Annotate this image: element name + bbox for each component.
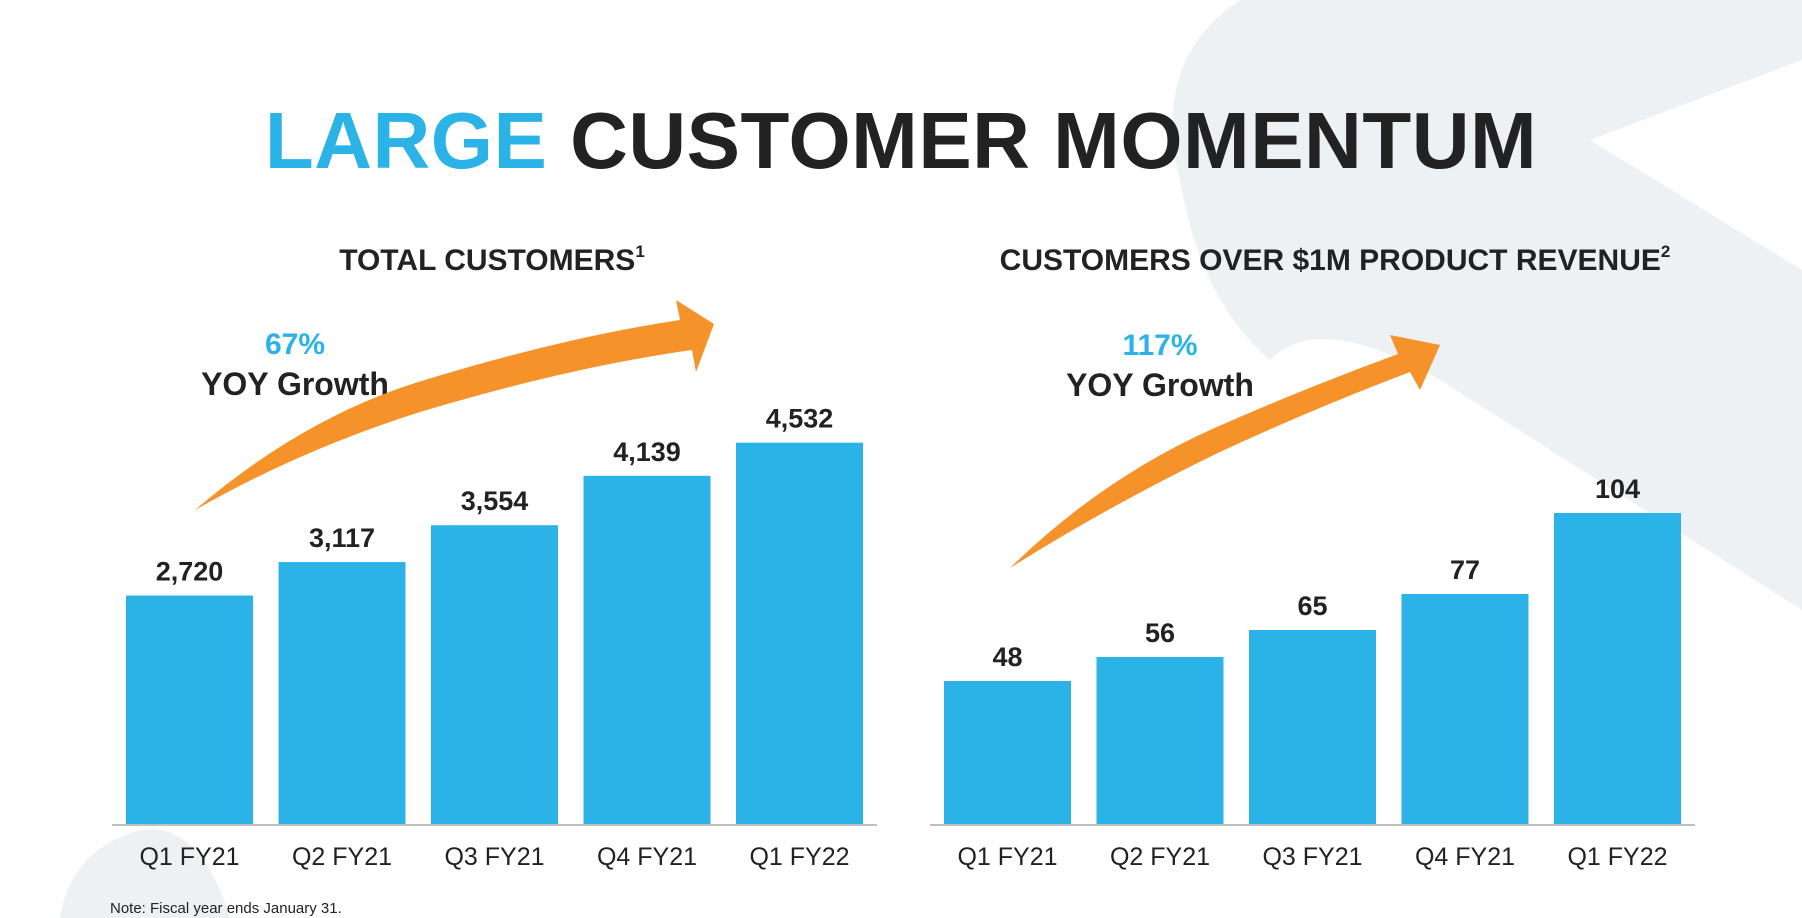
chart-title-text: CUSTOMERS OVER $1M PRODUCT REVENUE <box>999 244 1661 277</box>
growth-percent: 117% <box>1122 329 1198 362</box>
growth-label: YOY Growth <box>201 366 389 402</box>
background-chevron-shape <box>1172 0 1802 610</box>
bar-value-label: 4,139 <box>613 437 681 467</box>
bar-value-label: 4,532 <box>766 404 834 434</box>
x-tick-label: Q4 FY21 <box>1415 843 1515 871</box>
bar-value-label: 104 <box>1595 474 1640 504</box>
x-tick-label: Q3 FY21 <box>444 843 544 871</box>
bar-q2-fy21 <box>1096 657 1224 825</box>
footnote: Note: Fiscal year ends January 31. <box>110 900 342 917</box>
page-title: LARGE CUSTOMER MOMENTUM <box>0 95 1802 187</box>
x-tick-label: Q1 FY22 <box>749 843 849 871</box>
bar-chart-total-customers: 2,720 Q1 FY21 3,117 Q2 FY21 3,554 Q3 FY21 4,13… <box>112 300 877 871</box>
bar-value-label: 56 <box>1145 618 1175 648</box>
growth-percent: 67% <box>264 328 326 361</box>
bar-q1-fy22 <box>1554 513 1681 825</box>
chart-title-text: TOTAL CUSTOMERS <box>339 244 636 277</box>
bar-q3-fy21 <box>431 525 558 825</box>
chart-title-total-customers: TOTAL CUSTOMERS1 <box>112 242 872 278</box>
page-title-rest: CUSTOMER MOMENTUM <box>570 96 1538 185</box>
x-tick-label: Q2 FY21 <box>1110 843 1210 871</box>
x-tick-label: Q2 FY21 <box>292 843 392 871</box>
growth-callout-1m: 117% YOY Growth <box>1060 327 1260 405</box>
growth-callout-total: 67% YOY Growth <box>195 326 395 404</box>
growth-arrow-icon <box>195 300 714 510</box>
bar-q4-fy21 <box>583 475 711 825</box>
bar-q1-fy21 <box>944 681 1071 825</box>
x-tick-label: Q4 FY21 <box>597 843 697 871</box>
bar-value-label: 65 <box>1297 591 1327 621</box>
bar-value-label: 48 <box>992 642 1022 672</box>
growth-label: YOY Growth <box>1066 367 1254 403</box>
page-title-accent: LARGE <box>264 96 548 185</box>
x-tick-label: Q1 FY22 <box>1567 843 1667 871</box>
footnote-mark: 2 <box>1660 242 1671 261</box>
bar-q4-fy21 <box>1401 594 1529 825</box>
bar-value-label: 2,720 <box>156 557 224 587</box>
growth-arrow-icon <box>1010 335 1440 568</box>
bar-q2-fy21 <box>278 562 406 825</box>
x-tick-label: Q1 FY21 <box>139 843 239 871</box>
bar-chart-1m-customers: 48 Q1 FY21 56 Q2 FY21 65 Q3 FY21 77 Q4 FY21 104 Q… <box>930 335 1695 871</box>
bar-value-label: 77 <box>1450 555 1480 585</box>
bar-q1-fy21 <box>126 595 253 825</box>
background-circle-shape <box>60 829 230 918</box>
x-tick-label: Q3 FY21 <box>1262 843 1362 871</box>
bar-value-label: 3,117 <box>309 523 375 553</box>
bar-q1-fy22 <box>736 442 863 825</box>
x-tick-label: Q1 FY21 <box>957 843 1057 871</box>
footnote-mark: 1 <box>635 242 645 261</box>
bar-q3-fy21 <box>1249 630 1376 825</box>
bar-value-label: 3,554 <box>461 486 529 516</box>
chart-title-1m-customers: CUSTOMERS OVER $1M PRODUCT REVENUE2 <box>920 242 1750 278</box>
